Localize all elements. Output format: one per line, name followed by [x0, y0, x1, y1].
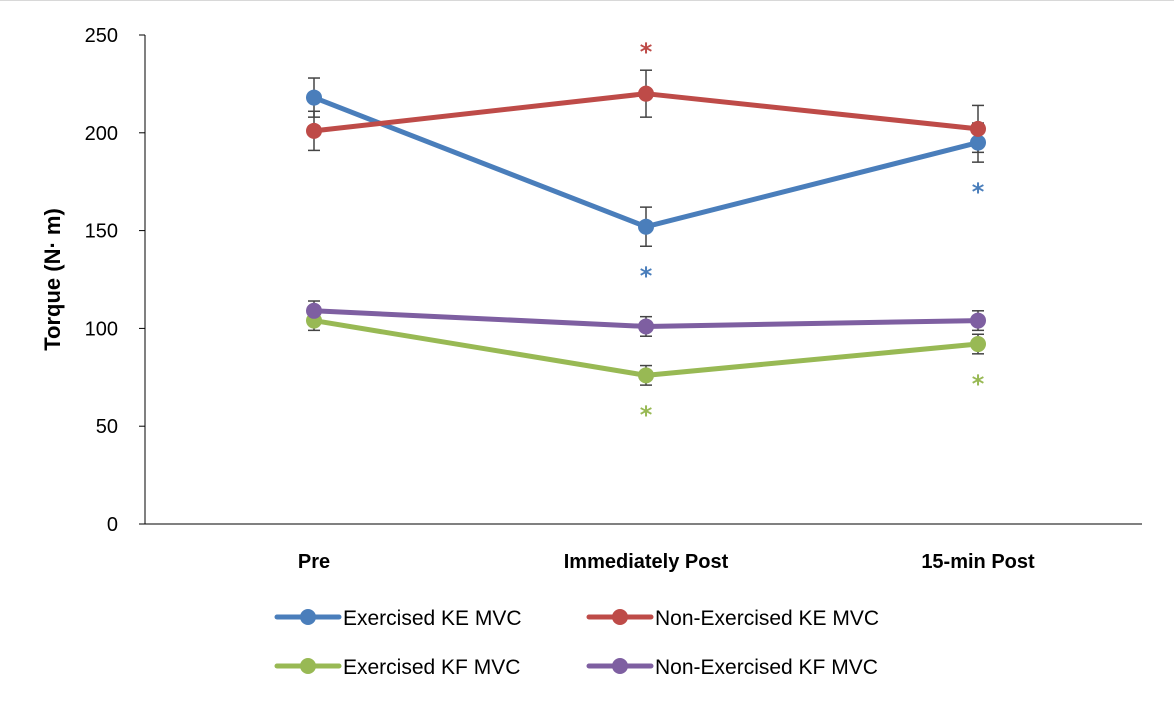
data-point — [306, 122, 322, 139]
y-tick-label: 50 — [96, 416, 118, 438]
significance-star: * — [640, 401, 653, 429]
data-point — [306, 302, 322, 319]
data-point — [970, 134, 986, 151]
y-tick-label: 0 — [107, 514, 118, 536]
y-tick-label: 150 — [85, 221, 118, 243]
data-point — [970, 336, 986, 353]
y-tick-label: 200 — [85, 123, 118, 145]
legend-marker — [612, 658, 628, 674]
significance-star: * — [972, 178, 985, 206]
data-point — [306, 89, 322, 106]
legend-label: Exercised KF MVC — [343, 656, 520, 679]
data-point — [638, 218, 654, 235]
legend-label: Non-Exercised KF MVC — [655, 656, 878, 679]
y-tick-label: 250 — [85, 25, 118, 47]
data-point — [638, 367, 654, 384]
legend-label: Exercised KE MVC — [343, 607, 522, 630]
significance-star: * — [640, 38, 653, 66]
y-axis-title: Torque (N· m) — [40, 208, 65, 351]
data-point — [638, 85, 654, 102]
significance-star: * — [972, 370, 985, 398]
x-tick-label: 15-min Post — [921, 551, 1035, 573]
y-tick-label: 100 — [85, 318, 118, 340]
data-point — [970, 312, 986, 329]
legend-marker — [612, 609, 628, 625]
significance-star: * — [640, 262, 653, 290]
legend-label: Non-Exercised KE MVC — [655, 607, 879, 630]
legend-marker — [300, 609, 316, 625]
data-point — [638, 318, 654, 335]
data-point — [970, 120, 986, 137]
legend-marker — [300, 658, 316, 674]
top-border — [0, 0, 1174, 1]
x-tick-label: Immediately Post — [564, 551, 729, 573]
x-tick-label: Pre — [298, 551, 330, 573]
